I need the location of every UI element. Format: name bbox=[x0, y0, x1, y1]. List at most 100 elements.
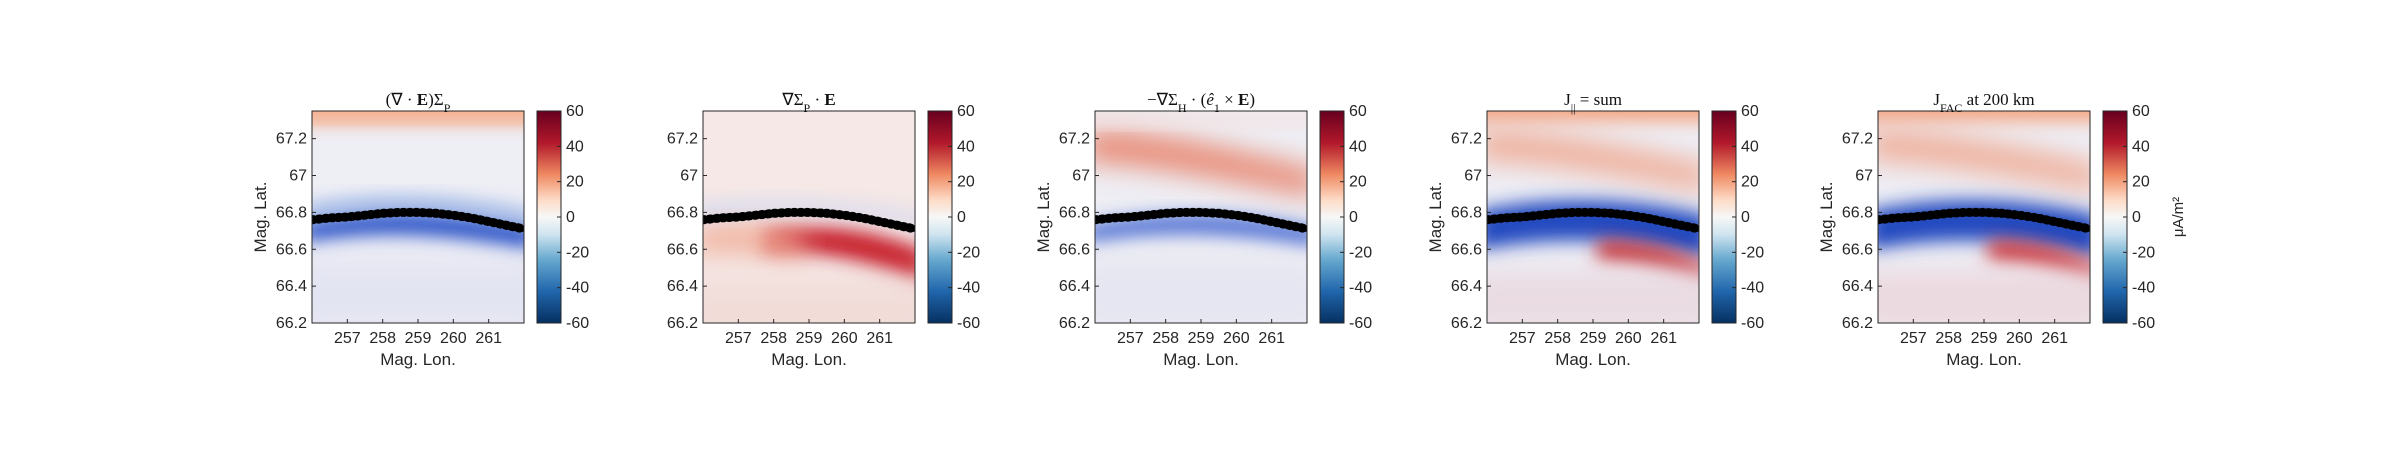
colorbar: 60 40 20 0 -20 -40 -60 bbox=[1319, 103, 1372, 332]
y-axis-label: Mag. Lat. bbox=[1426, 182, 1445, 253]
colorbar: 60 40 20 0 -20 -40 -60 bbox=[536, 103, 589, 332]
y-tick-label: 66.2 bbox=[1842, 315, 1873, 332]
x-tick-label: 258 bbox=[760, 330, 787, 347]
boundary-markers bbox=[703, 207, 915, 234]
x-tick-label: 261 bbox=[1258, 330, 1285, 347]
x-tick-label: 257 bbox=[1900, 330, 1927, 347]
colorbar-tick-label: 20 bbox=[1349, 174, 1367, 191]
x-tick-label: 260 bbox=[2006, 330, 2033, 347]
boundary-markers bbox=[1487, 207, 1699, 234]
y-tick-label: 67.2 bbox=[1842, 131, 1873, 148]
y-tick-label: 66.8 bbox=[1059, 204, 1090, 221]
colorbar: 60 40 20 0 -20 -40 -60 bbox=[927, 103, 980, 332]
y-tick-label: 66.4 bbox=[667, 278, 698, 295]
boundary-markers bbox=[1878, 207, 2090, 234]
colorbar-tick-label: 40 bbox=[566, 138, 584, 155]
y-tick-label: 67.2 bbox=[1451, 131, 1482, 148]
panel-1: 257 258 259 260 261 66.2 66.4 66.6 66.8 67 67.2 Mag… bbox=[251, 81, 589, 369]
x-tick-label: 261 bbox=[2041, 330, 2068, 347]
colorbar-tick-label: 0 bbox=[566, 209, 575, 226]
panel-3: 257 258 259 260 261 66.2 66.4 66.6 66.8 67 67.2 Mag… bbox=[1034, 90, 1372, 369]
colorbar-tick-label: 0 bbox=[957, 209, 966, 226]
y-tick-label: 67 bbox=[1855, 168, 1873, 185]
y-tick-label: 67 bbox=[1464, 168, 1482, 185]
colorbar-tick-label: -60 bbox=[566, 315, 589, 332]
y-tick-label: 67.2 bbox=[276, 131, 307, 148]
x-tick-label: 260 bbox=[1615, 330, 1642, 347]
x-tick-label: 260 bbox=[831, 330, 858, 347]
x-axis-label: Mag. Lon. bbox=[771, 350, 847, 369]
colorbar-tick-label: -20 bbox=[1349, 244, 1372, 261]
colorbar-tick-label: 0 bbox=[1349, 209, 1358, 226]
x-axis-label: Mag. Lon. bbox=[380, 350, 456, 369]
colorbar-tick-label: 40 bbox=[1741, 138, 1759, 155]
x-tick-label: 261 bbox=[1650, 330, 1677, 347]
colorbar-tick-label: 0 bbox=[1741, 209, 1750, 226]
panel-title: −∇ΣH · (ê1 × E) bbox=[1147, 90, 1255, 115]
colorbar-tick-label: 40 bbox=[2132, 138, 2150, 155]
colorbar-label: μA/m² bbox=[2170, 197, 2187, 237]
colorbar-tick-label: 20 bbox=[957, 174, 975, 191]
x-tick-label: 258 bbox=[1544, 330, 1571, 347]
y-axis-label: Mag. Lat. bbox=[1817, 182, 1836, 253]
colorbar-tick-label: -40 bbox=[2132, 280, 2155, 297]
x-tick-label: 259 bbox=[1188, 330, 1215, 347]
panel-5: 257 258 259 260 261 66.2 66.4 66.6 66.8 67 67.2 Mag… bbox=[1817, 81, 2187, 369]
x-tick-label: 259 bbox=[1971, 330, 1998, 347]
y-tick-label: 66.8 bbox=[1842, 204, 1873, 221]
colorbar-tick-label: -60 bbox=[1349, 315, 1372, 332]
heatmap-field bbox=[292, 81, 544, 331]
x-tick-label: 259 bbox=[1580, 330, 1607, 347]
boundary-markers bbox=[1095, 207, 1307, 234]
colorbar-tick-label: -20 bbox=[566, 244, 589, 261]
y-tick-label: 66.2 bbox=[1059, 315, 1090, 332]
y-tick-label: 66.2 bbox=[667, 315, 698, 332]
y-tick-label: 66.8 bbox=[667, 204, 698, 221]
y-tick-label: 67 bbox=[1072, 168, 1090, 185]
colorbar-tick-label: 20 bbox=[1741, 174, 1759, 191]
y-tick-label: 67 bbox=[289, 168, 307, 185]
colorbar-tick-label: -20 bbox=[957, 244, 980, 261]
colorbar-tick-label: -40 bbox=[1741, 280, 1764, 297]
boundary-markers bbox=[312, 207, 524, 234]
y-tick-label: 66.2 bbox=[276, 315, 307, 332]
x-tick-label: 261 bbox=[475, 330, 502, 347]
colorbar: 60 40 20 0 -20 -40 -60 μA/m² bbox=[2102, 103, 2187, 332]
y-axis-label: Mag. Lat. bbox=[251, 182, 270, 253]
x-tick-label: 260 bbox=[440, 330, 467, 347]
x-tick-label: 258 bbox=[1935, 330, 1962, 347]
panel-title: (∇ · E)ΣP bbox=[386, 90, 451, 115]
x-tick-label: 259 bbox=[405, 330, 432, 347]
y-tick-label: 66.4 bbox=[1059, 278, 1090, 295]
colorbar-tick-label: 60 bbox=[1349, 103, 1367, 120]
colorbar-tick-label: 40 bbox=[957, 138, 975, 155]
y-axis-label: Mag. Lat. bbox=[1034, 182, 1053, 253]
y-tick-label: 67.2 bbox=[1059, 131, 1090, 148]
colorbar-tick-label: 20 bbox=[566, 174, 584, 191]
y-tick-label: 66.6 bbox=[276, 241, 307, 258]
x-tick-label: 258 bbox=[369, 330, 396, 347]
colorbar-tick-label: -60 bbox=[1741, 315, 1764, 332]
colorbar-tick-label: 60 bbox=[1741, 103, 1759, 120]
x-axis-label: Mag. Lon. bbox=[1555, 350, 1631, 369]
y-tick-label: 66.6 bbox=[667, 241, 698, 258]
x-tick-label: 257 bbox=[1509, 330, 1536, 347]
x-axis-label: Mag. Lon. bbox=[1946, 350, 2022, 369]
panel-title: ∇ΣP · E bbox=[781, 90, 835, 115]
x-tick-label: 258 bbox=[1152, 330, 1179, 347]
y-tick-label: 66.4 bbox=[276, 278, 307, 295]
colorbar: 60 40 20 0 -20 -40 -60 bbox=[1711, 103, 1764, 332]
colorbar-tick-label: -60 bbox=[2132, 315, 2155, 332]
x-axis-label: Mag. Lon. bbox=[1163, 350, 1239, 369]
colorbar-tick-label: 60 bbox=[566, 103, 584, 120]
heatmap-field bbox=[1467, 81, 1719, 331]
heatmap-field bbox=[1858, 81, 2110, 331]
colorbar-tick-label: 40 bbox=[1349, 138, 1367, 155]
colorbar-tick-label: 0 bbox=[2132, 209, 2141, 226]
y-tick-label: 66.8 bbox=[1451, 204, 1482, 221]
x-tick-label: 259 bbox=[796, 330, 823, 347]
x-tick-label: 260 bbox=[1223, 330, 1250, 347]
colorbar-tick-label: 60 bbox=[957, 103, 975, 120]
colorbar-tick-label: -20 bbox=[2132, 244, 2155, 261]
colorbar-tick-label: 60 bbox=[2132, 103, 2150, 120]
